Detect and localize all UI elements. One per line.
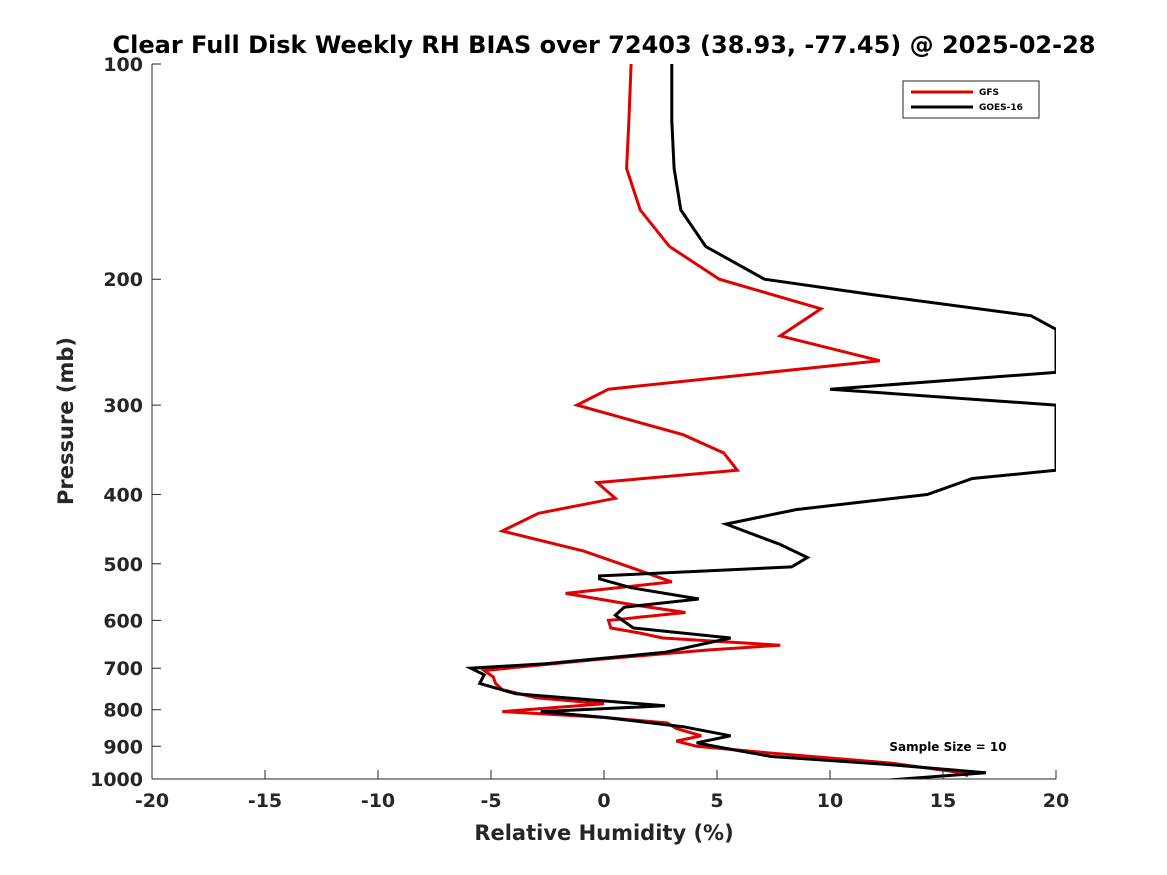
y-tick-label: 700 [103,658,143,680]
y-tick-label: 400 [103,484,143,506]
x-tick-label: -20 [135,790,169,812]
x-tick-label: -5 [480,790,501,812]
x-tick-label: -15 [248,790,282,812]
legend: GFS GOES-16 [902,80,1040,119]
series-line-goes-16 [464,64,1056,779]
x-tick-label: 0 [597,790,610,812]
axes-layer [151,63,1057,780]
y-tick-label: 100 [103,54,143,76]
y-tick-label: 500 [103,554,143,576]
x-axis-label: Relative Humidity (%) [474,821,733,845]
chart-title: Clear Full Disk Weekly RH BIAS over 7240… [113,31,1096,59]
x-tick-label: 20 [1043,790,1069,812]
legend-label-goes-16: GOES-16 [979,103,1023,113]
y-tick-label: 900 [103,736,143,758]
x-tick-label: -10 [361,790,395,812]
y-tick-labels: 100 200 300 400 500 600 700 800 900 1000 [90,54,143,791]
x-tick-label: 5 [710,790,723,812]
y-axis-label: Pressure (mb) [54,337,78,505]
x-tick-label: 10 [817,790,843,812]
series-layer [464,64,1056,779]
x-tick-label: 15 [930,790,956,812]
sample-size-annotation: Sample Size = 10 [889,740,1006,754]
y-tick-label: 1000 [90,769,143,791]
legend-box [902,80,1040,119]
y-tick-label: 600 [103,610,143,632]
legend-label-gfs: GFS [979,88,999,98]
x-tick-labels: -20 -15 -10 -5 0 5 10 15 20 [135,790,1069,812]
y-tick-label: 300 [103,395,143,417]
y-tick-label: 800 [103,700,143,722]
y-tick-label: 200 [103,269,143,291]
